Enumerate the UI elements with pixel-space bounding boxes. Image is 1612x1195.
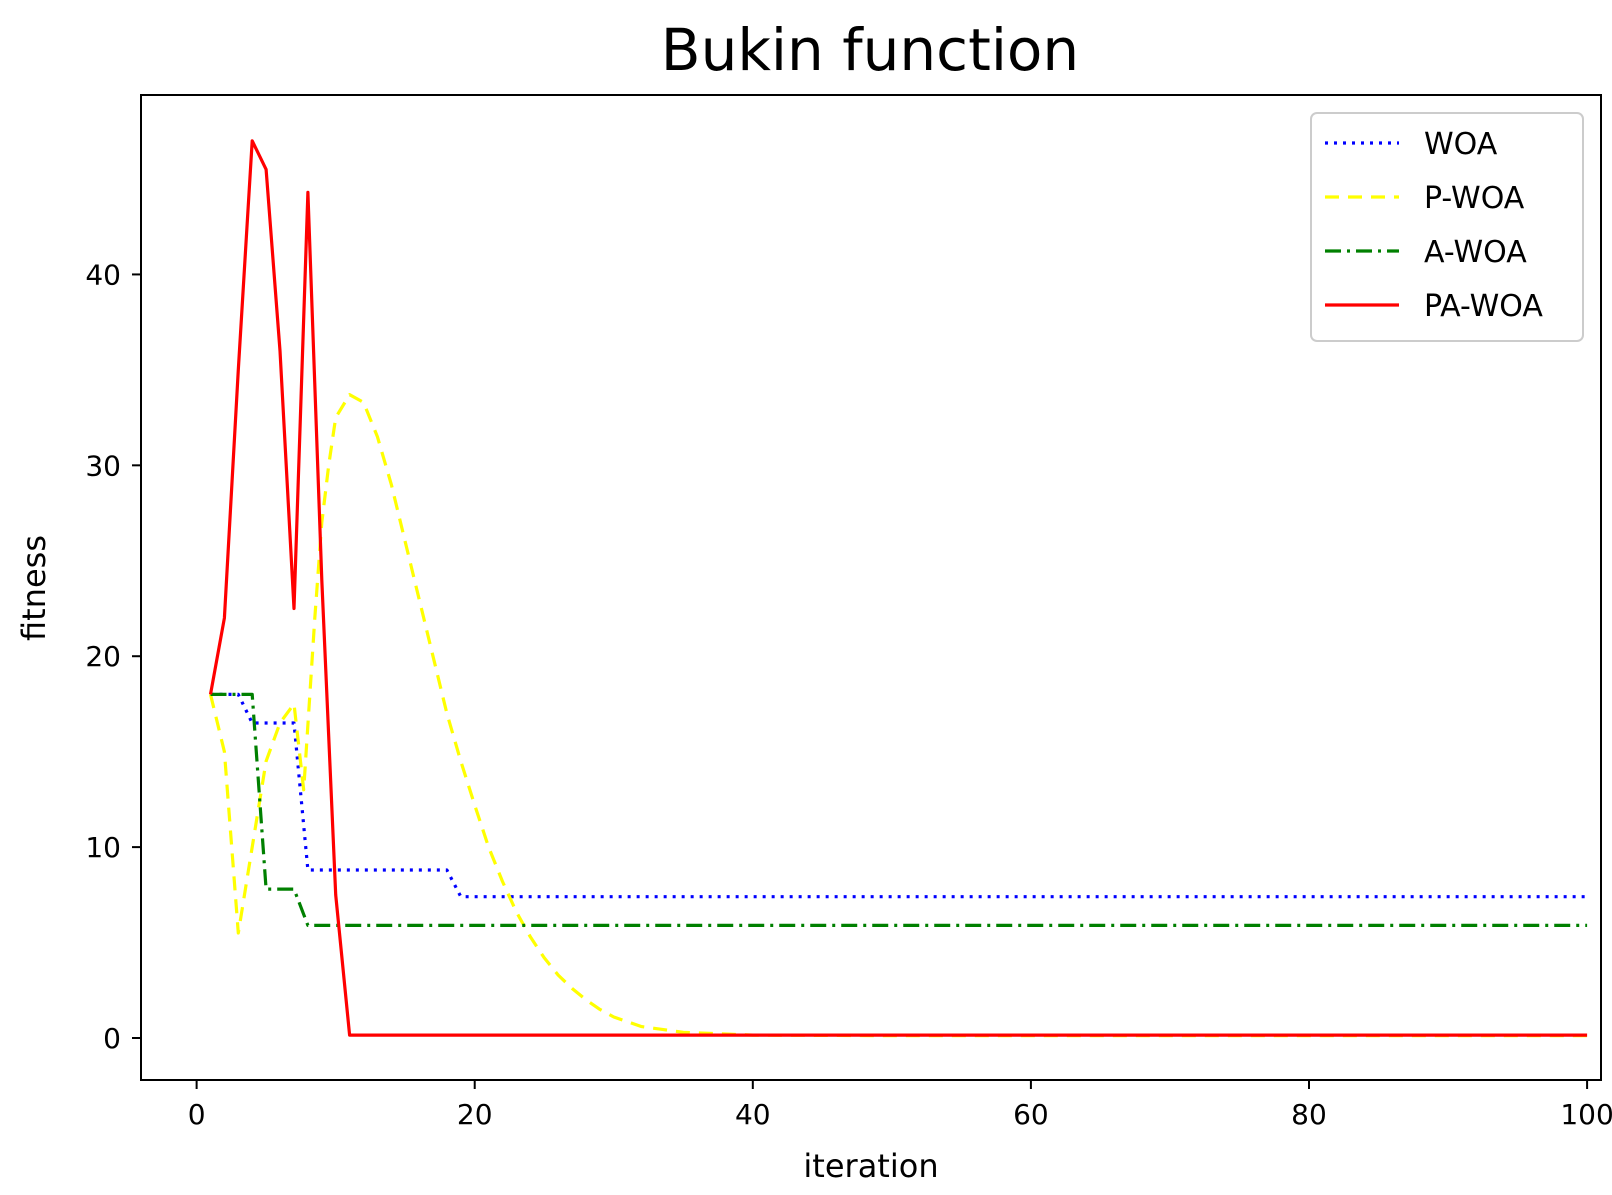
x-tick-label: 40	[735, 1098, 771, 1131]
x-tick-label: 20	[457, 1098, 493, 1131]
y-axis: 0 10 20 30 40	[85, 258, 141, 1055]
series-line-pa-woa	[208, 139, 1588, 1037]
legend-label-a-woa: A-WOA	[1424, 235, 1527, 270]
legend-label-woa: WOA	[1424, 127, 1498, 162]
legend-label-p-woa: P-WOA	[1424, 181, 1525, 216]
y-tick-label: 30	[85, 449, 121, 482]
y-tick-label: 20	[85, 640, 121, 673]
x-tick-label: 80	[1291, 1098, 1327, 1131]
plot-frame	[140, 94, 1602, 1081]
x-tick-label: 0	[188, 1098, 206, 1131]
plot-area	[208, 139, 1588, 1038]
y-tick-label: 0	[103, 1022, 121, 1055]
series-line-woa	[210, 692, 1588, 899]
legend: WOA P-WOA A-WOA PA-WOA	[1310, 112, 1584, 342]
y-tick-label: 40	[85, 258, 121, 291]
series-line-p-woa	[208, 393, 1588, 1038]
chart-title: Bukin function	[661, 16, 1079, 84]
y-tick-label: 10	[85, 831, 121, 864]
series-line-a-woa	[210, 692, 1588, 927]
legend-box	[1310, 112, 1584, 342]
x-axis-label: iteration	[803, 1147, 938, 1185]
legend-label-pa-woa: PA-WOA	[1424, 289, 1543, 324]
x-tick-label: 100	[1560, 1098, 1612, 1131]
y-axis-label: fitness	[15, 535, 53, 641]
x-axis: 0 20 40 60 80 100	[188, 1080, 1612, 1131]
x-tick-label: 60	[1013, 1098, 1049, 1131]
